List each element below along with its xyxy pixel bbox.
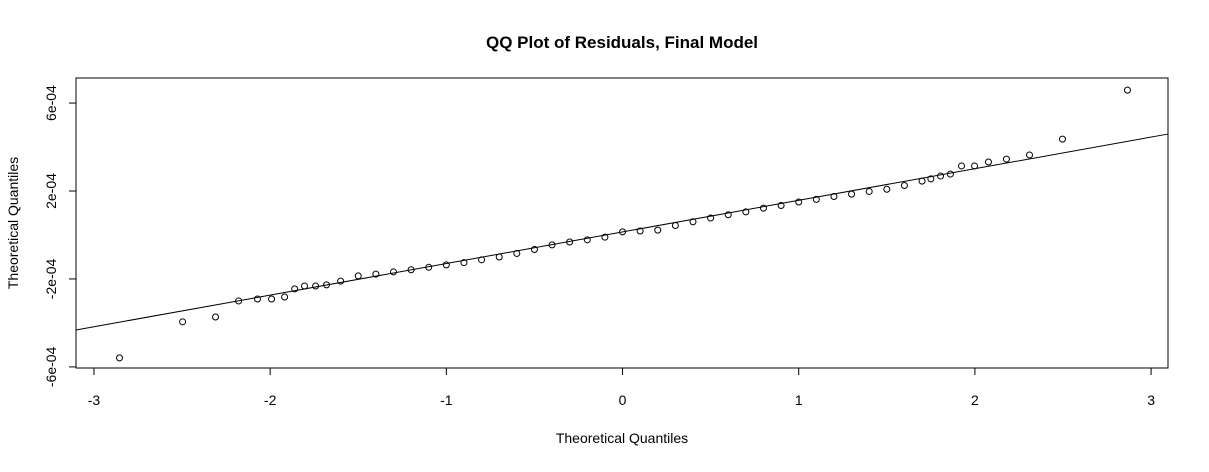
chart-title: QQ Plot of Residuals, Final Model: [486, 33, 758, 52]
point: [636, 227, 644, 235]
point: [671, 222, 679, 230]
point: [812, 195, 820, 203]
point: [830, 193, 838, 201]
point: [759, 204, 767, 212]
point: [301, 282, 309, 290]
plot-frame: [75, 77, 1169, 369]
point: [253, 295, 261, 303]
point: [654, 226, 662, 234]
x-tick-label: -3: [88, 392, 101, 408]
point: [281, 293, 289, 301]
point: [707, 214, 715, 222]
point: [865, 187, 873, 195]
point: [689, 218, 697, 226]
x-tick-label: 1: [795, 392, 803, 408]
x-tick-label: 2: [971, 392, 979, 408]
point: [354, 272, 362, 280]
point: [407, 266, 415, 274]
point: [442, 261, 450, 269]
y-tick-label: 2e-04: [43, 173, 59, 209]
point: [513, 249, 521, 257]
point: [478, 256, 486, 264]
y-tick-label: -6e-04: [43, 346, 59, 387]
point: [742, 208, 750, 216]
point: [389, 268, 397, 276]
point: [530, 245, 538, 253]
point: [312, 282, 320, 290]
reference-line: [75, 133, 1169, 331]
point: [323, 281, 331, 289]
point: [179, 318, 187, 326]
x-tick-label: -2: [264, 392, 277, 408]
x-tick-label: -1: [440, 392, 453, 408]
point: [601, 233, 609, 241]
point: [927, 175, 935, 183]
point: [1002, 155, 1010, 163]
point: [883, 185, 891, 193]
point: [1058, 135, 1066, 143]
point: [984, 158, 992, 166]
point: [291, 285, 299, 293]
point: [566, 238, 574, 246]
y-tick-label: -2e-04: [43, 259, 59, 300]
x-axis-label: Theoretical Quantiles: [556, 430, 688, 446]
point: [971, 162, 979, 170]
point: [958, 162, 966, 170]
point: [548, 241, 556, 249]
point: [583, 236, 591, 244]
point: [425, 263, 433, 271]
point: [337, 277, 345, 285]
point: [848, 190, 856, 198]
point: [900, 182, 908, 190]
x-tick-label: 3: [1147, 392, 1155, 408]
point: [946, 170, 954, 178]
point: [619, 228, 627, 236]
point: [795, 198, 803, 206]
point: [212, 313, 220, 321]
point: [777, 202, 785, 210]
point: [268, 295, 276, 303]
x-tick-label: 0: [619, 392, 627, 408]
point: [918, 177, 926, 185]
point: [937, 172, 945, 180]
point: [372, 270, 380, 278]
point: [116, 354, 124, 362]
point: [460, 259, 468, 267]
point: [495, 253, 503, 261]
point: [724, 211, 732, 219]
point: [235, 297, 243, 305]
y-tick-label: 6e-04: [43, 85, 59, 121]
point: [1026, 151, 1034, 159]
point: [1123, 86, 1131, 94]
y-axis-label: Theoretical Quantiles: [5, 157, 21, 289]
